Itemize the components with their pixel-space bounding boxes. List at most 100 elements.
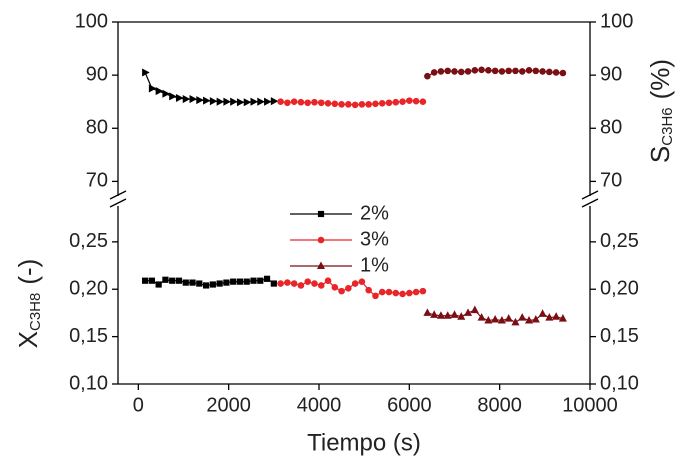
marker — [284, 99, 291, 107]
marker — [545, 313, 554, 321]
marker — [505, 67, 512, 75]
marker — [436, 311, 445, 319]
marker — [365, 101, 372, 108]
x-tick-label: 6000 — [387, 394, 432, 416]
marker — [518, 68, 526, 75]
legend-label: 3% — [360, 228, 389, 250]
marker — [264, 97, 272, 106]
marker — [277, 280, 284, 287]
marker — [250, 277, 257, 284]
marker — [399, 98, 406, 106]
y-label-sub: C3H8 — [27, 293, 44, 331]
legend-label: 2% — [360, 202, 389, 224]
marker — [430, 69, 438, 76]
marker — [216, 280, 223, 287]
marker — [216, 97, 225, 106]
y-label-unit: (%) — [645, 59, 675, 99]
marker — [531, 314, 540, 323]
marker — [257, 97, 265, 106]
marker — [311, 98, 318, 106]
marker — [444, 67, 452, 75]
marker — [365, 286, 372, 294]
marker — [406, 289, 413, 297]
marker — [189, 279, 196, 286]
marker — [175, 277, 183, 284]
marker — [546, 68, 553, 76]
marker — [317, 99, 325, 107]
marker — [406, 97, 413, 104]
marker — [478, 66, 485, 74]
marker — [358, 101, 366, 108]
marker — [324, 99, 332, 107]
marker — [182, 95, 191, 104]
marker — [196, 280, 203, 287]
marker — [338, 101, 345, 108]
marker — [243, 98, 252, 107]
marker — [559, 69, 567, 77]
legend-label: 1% — [360, 254, 389, 276]
marker — [277, 98, 284, 106]
marker — [497, 315, 506, 324]
marker — [182, 279, 189, 286]
y2-tick-label: 0,15 — [600, 325, 639, 347]
marker — [290, 280, 298, 287]
y2-tick-label: 70 — [600, 170, 622, 192]
marker — [558, 314, 567, 322]
series — [277, 277, 427, 300]
legend-marker — [317, 210, 325, 218]
marker — [539, 68, 546, 75]
marker — [155, 281, 162, 288]
y2-tick-label: 90 — [600, 63, 622, 85]
marker — [236, 278, 244, 285]
x-tick-label: 8000 — [477, 394, 522, 416]
x-tick-label: 10000 — [562, 394, 618, 416]
marker — [518, 313, 527, 321]
marker — [243, 278, 250, 285]
marker — [324, 277, 332, 285]
marker — [524, 315, 534, 324]
y2-tick-label: 80 — [600, 117, 622, 139]
y-tick-label: 0,10 — [69, 372, 108, 394]
x-tick-label: 0 — [133, 394, 144, 416]
y-label-main: X — [13, 331, 43, 348]
marker — [385, 99, 393, 107]
marker — [484, 315, 493, 324]
marker — [464, 68, 472, 75]
marker — [297, 98, 305, 106]
marker — [331, 100, 339, 108]
series — [142, 68, 279, 107]
marker — [230, 278, 237, 285]
marker — [263, 275, 271, 282]
marker — [189, 95, 198, 104]
marker — [209, 281, 216, 288]
y-tick-label: 0,20 — [69, 278, 108, 300]
y-tick-label: 0,15 — [69, 325, 108, 347]
y-tick-label: 0,25 — [69, 230, 108, 252]
marker — [424, 72, 431, 80]
marker — [230, 97, 238, 106]
x-tick-label: 4000 — [297, 394, 342, 416]
marker — [378, 99, 386, 107]
marker — [372, 292, 379, 300]
y2-tick-label: 0,20 — [600, 278, 639, 300]
marker — [317, 282, 325, 289]
marker — [471, 67, 479, 74]
marker — [399, 290, 406, 298]
marker — [372, 100, 379, 108]
marker — [412, 288, 420, 296]
marker — [437, 68, 445, 75]
y-tick-label: 80 — [86, 117, 108, 139]
y-tick-label: 100 — [75, 10, 108, 32]
marker — [552, 69, 560, 76]
series-line — [280, 100, 423, 106]
marker — [270, 97, 279, 106]
marker — [250, 97, 259, 106]
marker — [304, 99, 312, 107]
marker — [491, 314, 500, 323]
y2-tick-label: 0,25 — [600, 230, 639, 252]
series-line — [144, 72, 274, 103]
marker — [142, 277, 149, 284]
y-tick-label: 70 — [86, 170, 108, 192]
marker — [223, 97, 231, 106]
